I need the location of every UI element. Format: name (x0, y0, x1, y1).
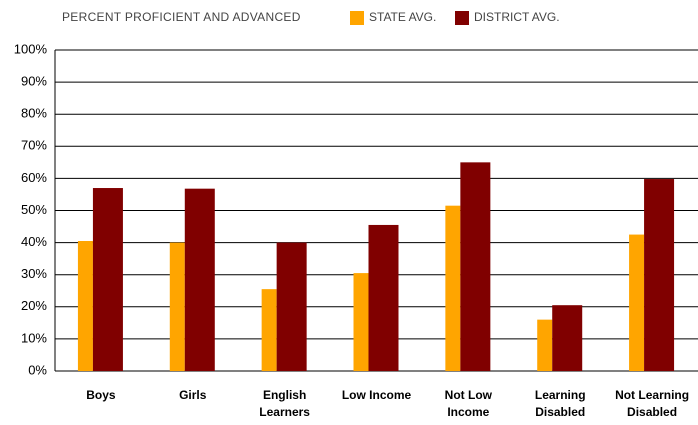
x-tick-label: Not Learning Disabled (615, 388, 690, 419)
x-tick-label: English Learners (259, 388, 310, 419)
bar (537, 319, 553, 371)
x-tick-label: Not Low Income (444, 388, 492, 419)
x-tick-label: Learning Disabled (534, 388, 586, 419)
bar (184, 188, 215, 371)
x-tick-label: Low Income (341, 388, 412, 402)
y-tick-label: 50% (21, 202, 47, 217)
bar (445, 205, 461, 371)
y-tick-label: 40% (21, 234, 47, 249)
bar (368, 224, 399, 371)
y-tick-label: 90% (21, 74, 47, 89)
bar (460, 162, 491, 371)
bar (92, 188, 123, 371)
legend-swatch (455, 11, 469, 25)
bar (276, 242, 307, 371)
y-tick-label: 10% (21, 330, 47, 345)
y-tick-label: 20% (21, 298, 47, 313)
bar (261, 289, 277, 371)
legend-label: STATE AVG. (369, 10, 436, 24)
y-tick-label: 80% (21, 106, 47, 121)
bar (169, 242, 185, 371)
bar (353, 273, 369, 371)
x-tick-label: Boys (86, 388, 116, 402)
legend-label: DISTRICT AVG. (474, 10, 560, 24)
bar (552, 305, 583, 371)
y-tick-label: 70% (21, 138, 47, 153)
x-tick-label: Girls (179, 388, 207, 402)
bar (644, 179, 675, 371)
chart-title: PERCENT PROFICIENT AND ADVANCED (62, 10, 301, 24)
y-tick-label: 0% (28, 362, 47, 377)
bar (77, 240, 93, 371)
legend-swatch (350, 11, 364, 25)
bar (629, 234, 645, 371)
y-tick-label: 100% (14, 41, 48, 56)
y-tick-label: 30% (21, 266, 47, 281)
y-tick-label: 60% (21, 170, 47, 185)
